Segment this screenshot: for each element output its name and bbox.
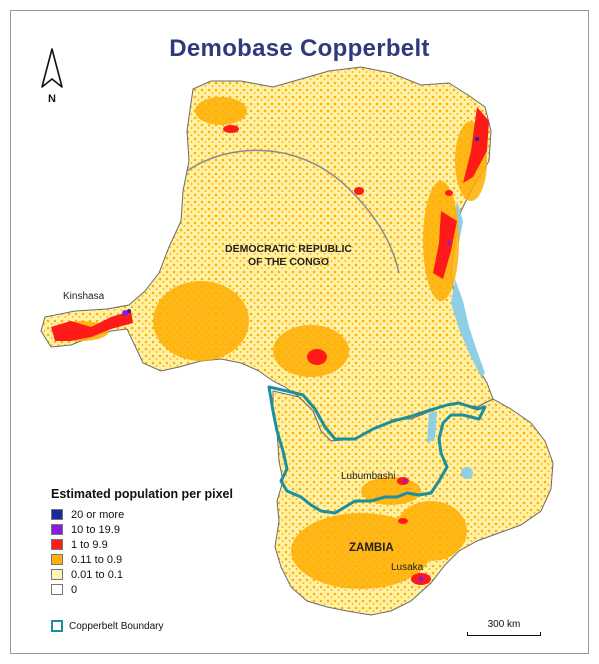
scale-line — [467, 632, 541, 636]
country-label-drc: DEMOCRATIC REPUBLIC OF THE CONGO — [225, 243, 352, 269]
country-label-drc-line2: OF THE CONGO — [247, 256, 330, 268]
legend-item-label: 10 to 19.9 — [71, 523, 120, 536]
legend-item-label: 0.11 to 0.9 — [71, 553, 123, 566]
copperbelt-boundary — [267, 385, 487, 515]
legend-swatch — [51, 569, 63, 580]
legend-swatch — [51, 524, 63, 535]
boundary-label: Copperbelt Boundary — [69, 620, 164, 632]
legend: Estimated population per pixel 20 or mor… — [51, 487, 281, 597]
lake-mweru — [427, 411, 437, 443]
river-line — [186, 149, 400, 274]
map-title: Demobase Copperbelt — [169, 35, 430, 62]
very-high-areas — [122, 137, 479, 582]
legend-item: 0.11 to 0.9 — [51, 552, 281, 567]
legend-swatch — [51, 509, 63, 520]
map-frame: Demobase Copperbelt N DEMOCRATIC REPUBLI… — [10, 10, 589, 654]
legend-swatch — [51, 584, 63, 595]
lake-bangweulu — [461, 467, 473, 479]
legend-item-label: 20 or more — [71, 508, 125, 521]
scale-label: 300 km — [487, 619, 521, 630]
high-areas — [51, 107, 489, 585]
legend-swatch — [51, 539, 63, 550]
map-canvas — [40, 66, 554, 616]
legend-item: 10 to 19.9 — [51, 522, 281, 537]
country-label-drc-line1: DEMOCRATIC REPUBLIC — [225, 243, 352, 255]
legend-item: 1 to 9.9 — [51, 537, 281, 552]
lake-tanganyika — [451, 279, 485, 377]
city-label-lusaka: Lusaka — [391, 562, 424, 573]
country-label-zambia: ZAMBIA — [349, 542, 394, 554]
legend-title: Estimated population per pixel — [51, 487, 233, 501]
city-label-kinshasa: Kinshasa — [63, 291, 105, 302]
legend-item: 0 — [51, 582, 281, 597]
legend-item-label: 0.01 to 0.1 — [71, 568, 123, 581]
boundary-key: Copperbelt Boundary — [51, 620, 164, 632]
boundary-swatch — [51, 620, 63, 632]
north-arrow-icon — [41, 48, 63, 88]
legend-item: 20 or more — [51, 507, 281, 522]
legend-item-label: 0 — [71, 583, 78, 596]
city-label-lubumbashi: Lubumbashi — [341, 471, 396, 482]
north-label: N — [48, 93, 56, 105]
legend-swatch — [51, 554, 63, 565]
north-arrow: N — [37, 47, 67, 109]
scale-bar: 300 km — [467, 619, 541, 636]
legend-item-label: 1 to 9.9 — [71, 538, 108, 551]
legend-item: 0.01 to 0.1 — [51, 567, 281, 582]
